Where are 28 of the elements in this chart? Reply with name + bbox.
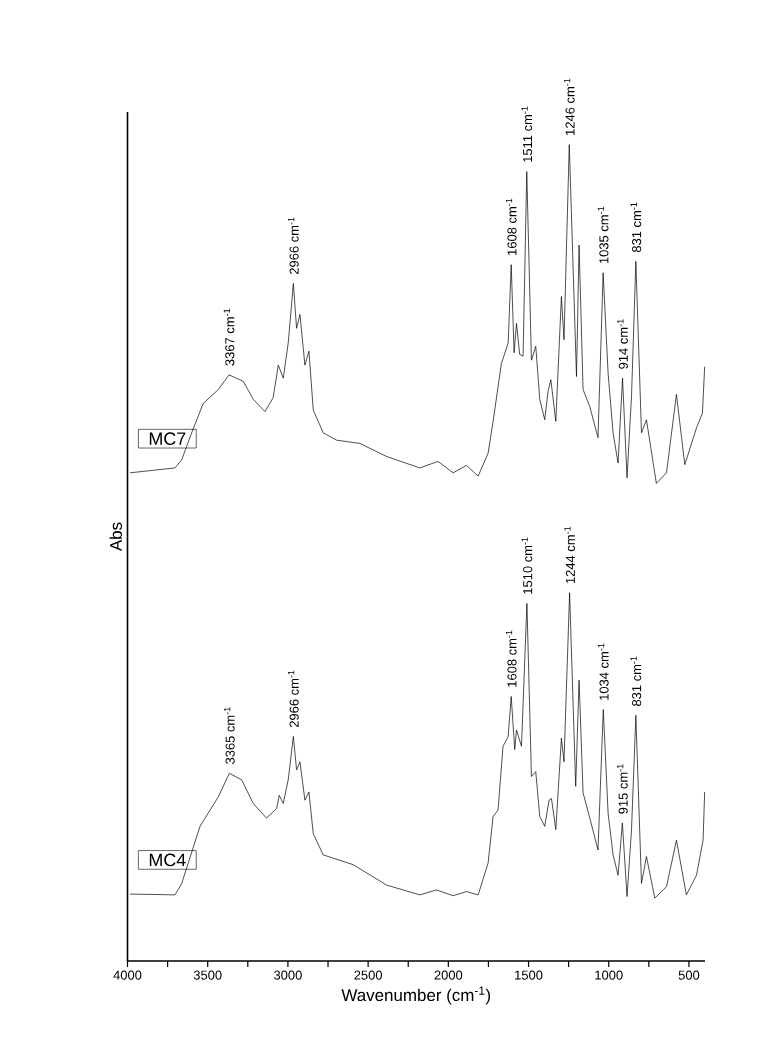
annotation: 3367 cm$^{-1}$ [223, 308, 235, 366]
annotation: 2966 cm$^{-1}$ [288, 217, 299, 275]
annotation: 2966 cm$^{-1}$ [288, 670, 299, 728]
annotation: 1608 cm$^{-1}$ [505, 630, 517, 687]
annotation: 915 cm$^{-1}$ [617, 764, 628, 814]
x-tick-label: 2500 [354, 970, 383, 980]
series-label: MC4 [149, 853, 186, 867]
x-tick-label: 2000 [434, 970, 463, 980]
annotation: 1511 cm$^{-1}$ [521, 106, 533, 162]
series-label: MC7 [149, 432, 186, 446]
x-tick-label: 3000 [274, 970, 302, 980]
x-axis-title: Wavenumber (cm$^{-1}$) [341, 986, 491, 1005]
y-axis-title: Abs [109, 522, 122, 552]
annotation: 914 cm$^{-1}$ [617, 319, 628, 369]
annotation: 3365 cm$^{-1}$ [224, 707, 235, 765]
annotation: 831 cm$^{-1}$ [630, 656, 642, 706]
x-tick-label: 3500 [193, 970, 222, 980]
x-tick-label: 500 [678, 970, 700, 980]
annotation: 1510 cm$^{-1}$ [521, 537, 533, 594]
annotation: 1246 cm$^{-1}$ [563, 78, 575, 135]
annotation: 1034 cm$^{-1}$ [597, 643, 609, 700]
annotation: 1608 cm$^{-1}$ [505, 198, 517, 255]
annotation: 1035 cm$^{-1}$ [597, 206, 609, 264]
x-tick-label: 1500 [515, 970, 543, 980]
annotation: 831 cm$^{-1}$ [630, 202, 642, 253]
x-tick-label: 1000 [595, 970, 623, 980]
x-tick-label: 4000 [113, 970, 142, 980]
annotation: 1244 cm$^{-1}$ [564, 526, 575, 584]
